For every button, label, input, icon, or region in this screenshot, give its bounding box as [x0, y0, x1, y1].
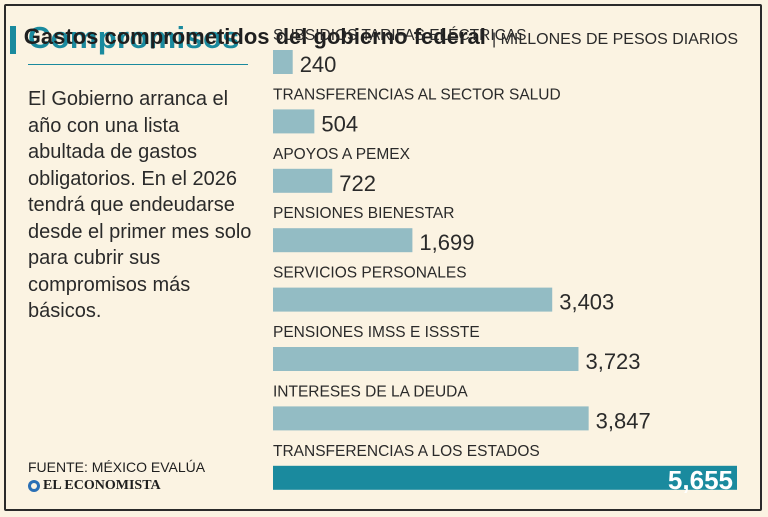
value-label: 1,699	[419, 230, 474, 255]
source-note: FUENTE: MÉXICO EVALÚA	[28, 459, 206, 475]
bar	[273, 347, 579, 371]
intro-paragraph: El Gobierno arranca el año con una lista…	[28, 88, 252, 322]
value-label: 5,655	[668, 465, 733, 495]
infographic-frame	[4, 4, 762, 511]
value-label: 504	[321, 111, 358, 136]
category-label: TRANSFERENCIAS AL SECTOR SALUD	[273, 86, 561, 103]
value-label: 3,723	[585, 349, 640, 374]
chart-title-block: Gastos comprometidos del gobierno federa…	[24, 24, 738, 53]
header-divider	[28, 64, 248, 65]
value-label: 3,847	[596, 408, 651, 433]
value-label: 722	[339, 171, 376, 196]
value-label: 3,403	[559, 290, 614, 315]
category-label: TRANSFERENCIAS A LOS ESTADOS	[273, 443, 540, 460]
chart-units: | MILLONES DE PESOS DIARIOS	[492, 31, 738, 48]
chart-title: Gastos comprometidos del gobierno federa…	[23, 24, 486, 49]
header-title: Compromisos	[28, 20, 240, 55]
bar	[273, 50, 293, 74]
category-label: SERVICIOS PERSONALES	[273, 265, 467, 282]
bar	[273, 168, 333, 193]
category-label: PENSIONES BIENESTAR	[273, 205, 454, 222]
bar	[273, 406, 589, 431]
bar	[273, 287, 553, 312]
brand-logo: EL ECONOMISTA	[28, 478, 161, 494]
category-label: PENSIONES IMSS E ISSSTE	[273, 324, 480, 341]
header-accent-bar	[10, 26, 16, 54]
category-label: INTERESES DE LA DEUDA	[273, 383, 468, 400]
brand-name: EL ECONOMISTA	[43, 478, 161, 493]
bar	[273, 109, 315, 134]
category-label: SUBSIDIOS TARIFAS ELÉCTRICAS	[273, 27, 527, 44]
category-label: APOYOS A PEMEX	[273, 146, 411, 163]
value-label: 240	[300, 52, 337, 77]
bar	[273, 465, 737, 490]
bar	[273, 228, 413, 253]
brand-icon	[28, 480, 40, 492]
